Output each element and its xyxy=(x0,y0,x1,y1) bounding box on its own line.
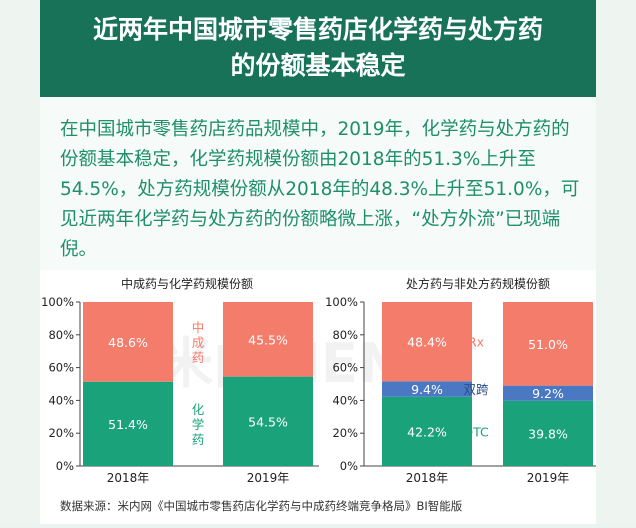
chart-1-y-tick-label: 100% xyxy=(325,295,358,309)
chart-1-y-tick-label: 40% xyxy=(332,393,358,407)
chart-0-title: 中成药与化学药规模份额 xyxy=(121,276,253,291)
title-line-2: 的份额基本稳定 xyxy=(230,51,406,80)
chart-1-bar-0-seg-1 xyxy=(382,381,472,397)
chart-1-data-label: 42.2% xyxy=(407,424,447,439)
chart-0-y-tick-label: 80% xyxy=(48,328,74,342)
chart-0-bar-0-seg-0 xyxy=(83,381,173,466)
chart-0-y-tick-label: 40% xyxy=(48,393,74,407)
chart-1-series-label: Rx xyxy=(468,335,484,350)
charts-svg: 米内MENET中成药与化学药规模份额0%20%40%60%80%100%51.4… xyxy=(41,276,599,485)
chart-0-bar-1-seg-0 xyxy=(223,376,313,466)
chart-1-x-tick-label: 2018年 xyxy=(406,471,449,485)
chart-1-x-tick-label: 2019年 xyxy=(527,471,570,485)
chart-1-y-tick-label: 0% xyxy=(340,459,358,473)
chart-0-bar-1-seg-1 xyxy=(223,302,313,377)
chart-0-data-label: 54.5% xyxy=(248,414,288,429)
chart-0-data-label: 48.6% xyxy=(108,335,148,350)
charts-panel: 米内MENET 中成药与化学药规模份额 0% 20% 40% 60% 80% 100% 51.4… xyxy=(40,270,599,524)
chart-1-bar-0-seg-0 xyxy=(382,396,472,466)
chart-0-series-label-char: 药 xyxy=(192,350,205,365)
chart-0-series-label-char: 学 xyxy=(192,417,205,432)
chart-1-series-label: OTC xyxy=(463,424,489,439)
chart-0-series-label-char: 中 xyxy=(192,320,205,335)
chart-1-data-label: 39.8% xyxy=(528,426,568,441)
chart-1-y-tick-label: 20% xyxy=(332,426,358,440)
chart-1-y-tick-label: 60% xyxy=(332,361,358,375)
chart-1-series-label: 双跨 xyxy=(463,382,489,397)
chart-1-data-label: 9.4% xyxy=(411,382,443,397)
chart-1-bar-1-seg-2 xyxy=(503,302,593,386)
chart-0-series-label-char: 化 xyxy=(192,402,205,417)
chart-1-bar-1-seg-0 xyxy=(503,400,593,466)
chart-0-x-tick-label: 2019年 xyxy=(247,471,290,485)
chart-1-y-tick-label: 80% xyxy=(332,328,358,342)
chart-1-bar-0-seg-2 xyxy=(382,302,472,382)
chart-0-bar-0-seg-1 xyxy=(83,302,173,382)
chart-1-data-label: 9.2% xyxy=(532,386,564,401)
chart-0-series-label-char: 药 xyxy=(192,432,205,447)
chart-0-data-label: 51.4% xyxy=(108,417,148,432)
title-line-1: 近两年中国城市零售药店化学药与处方药 xyxy=(92,15,543,44)
chart-0-y-tick-label: 100% xyxy=(41,295,74,309)
chart-0-y-tick-label: 0% xyxy=(56,459,74,473)
page-title: 近两年中国城市零售药店化学药与处方药 的份额基本稳定 xyxy=(40,0,596,97)
chart-1-title: 处方药与非处方药规模份额 xyxy=(406,276,550,291)
source-note: 数据来源：米内网《中国城市零售药店化学药与中成药终端竞争格局》BI智能版 xyxy=(60,499,463,513)
chart-0-y-tick-label: 60% xyxy=(48,361,74,375)
intro-panel: 在中国城市零售药店药品规模中，2019年，化学药与处方药的份额基本稳定，化学药规… xyxy=(40,97,596,270)
chart-0-y-tick-label: 20% xyxy=(48,426,74,440)
chart-0-x-tick-label: 2018年 xyxy=(107,471,150,485)
chart-0-data-label: 45.5% xyxy=(248,332,288,347)
chart-1-data-label: 48.4% xyxy=(407,335,447,350)
intro-text: 在中国城市零售药店药品规模中，2019年，化学药与处方药的份额基本稳定，化学药规… xyxy=(60,119,580,260)
chart-1-data-label: 51.0% xyxy=(528,337,568,352)
chart-0-series-label-char: 成 xyxy=(192,335,205,350)
chart-1-bar-1-seg-1 xyxy=(503,385,593,401)
